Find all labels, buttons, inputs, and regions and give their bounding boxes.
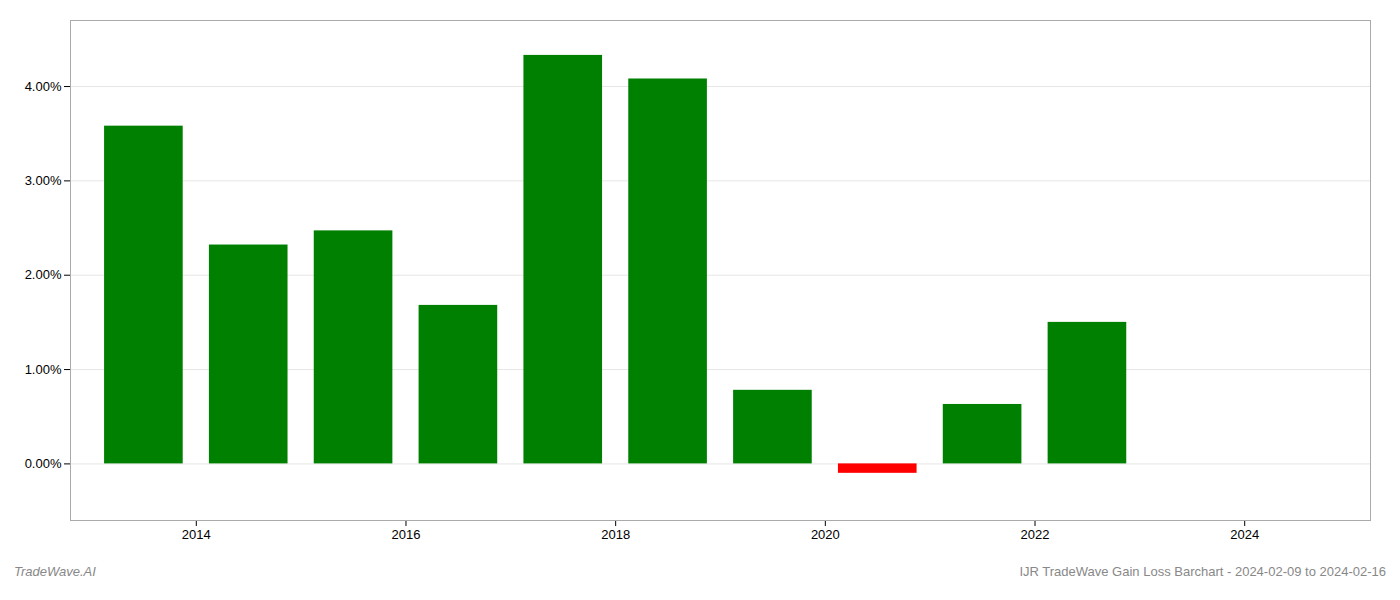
svg-text:4.00%: 4.00% bbox=[25, 79, 62, 94]
html-text:IJR TradeWave Gain Loss Barcha: IJR TradeWave Gain Loss Barchart - 2024-… bbox=[1019, 564, 1386, 579]
svg-text:1.00%: 1.00% bbox=[25, 362, 62, 377]
svg-text:2024: 2024 bbox=[1230, 527, 1259, 542]
html-text:TradeWave.AI: TradeWave.AI bbox=[14, 564, 96, 579]
svg-text:3.00%: 3.00% bbox=[25, 173, 62, 188]
svg-text:0.00%: 0.00% bbox=[25, 456, 62, 471]
svg-text:2020: 2020 bbox=[811, 527, 840, 542]
svg-text:2016: 2016 bbox=[392, 527, 421, 542]
svg-text:2018: 2018 bbox=[601, 527, 630, 542]
svg-text:2022: 2022 bbox=[1021, 527, 1050, 542]
svg-text:2014: 2014 bbox=[182, 527, 211, 542]
svg-text:2.00%: 2.00% bbox=[25, 267, 62, 282]
